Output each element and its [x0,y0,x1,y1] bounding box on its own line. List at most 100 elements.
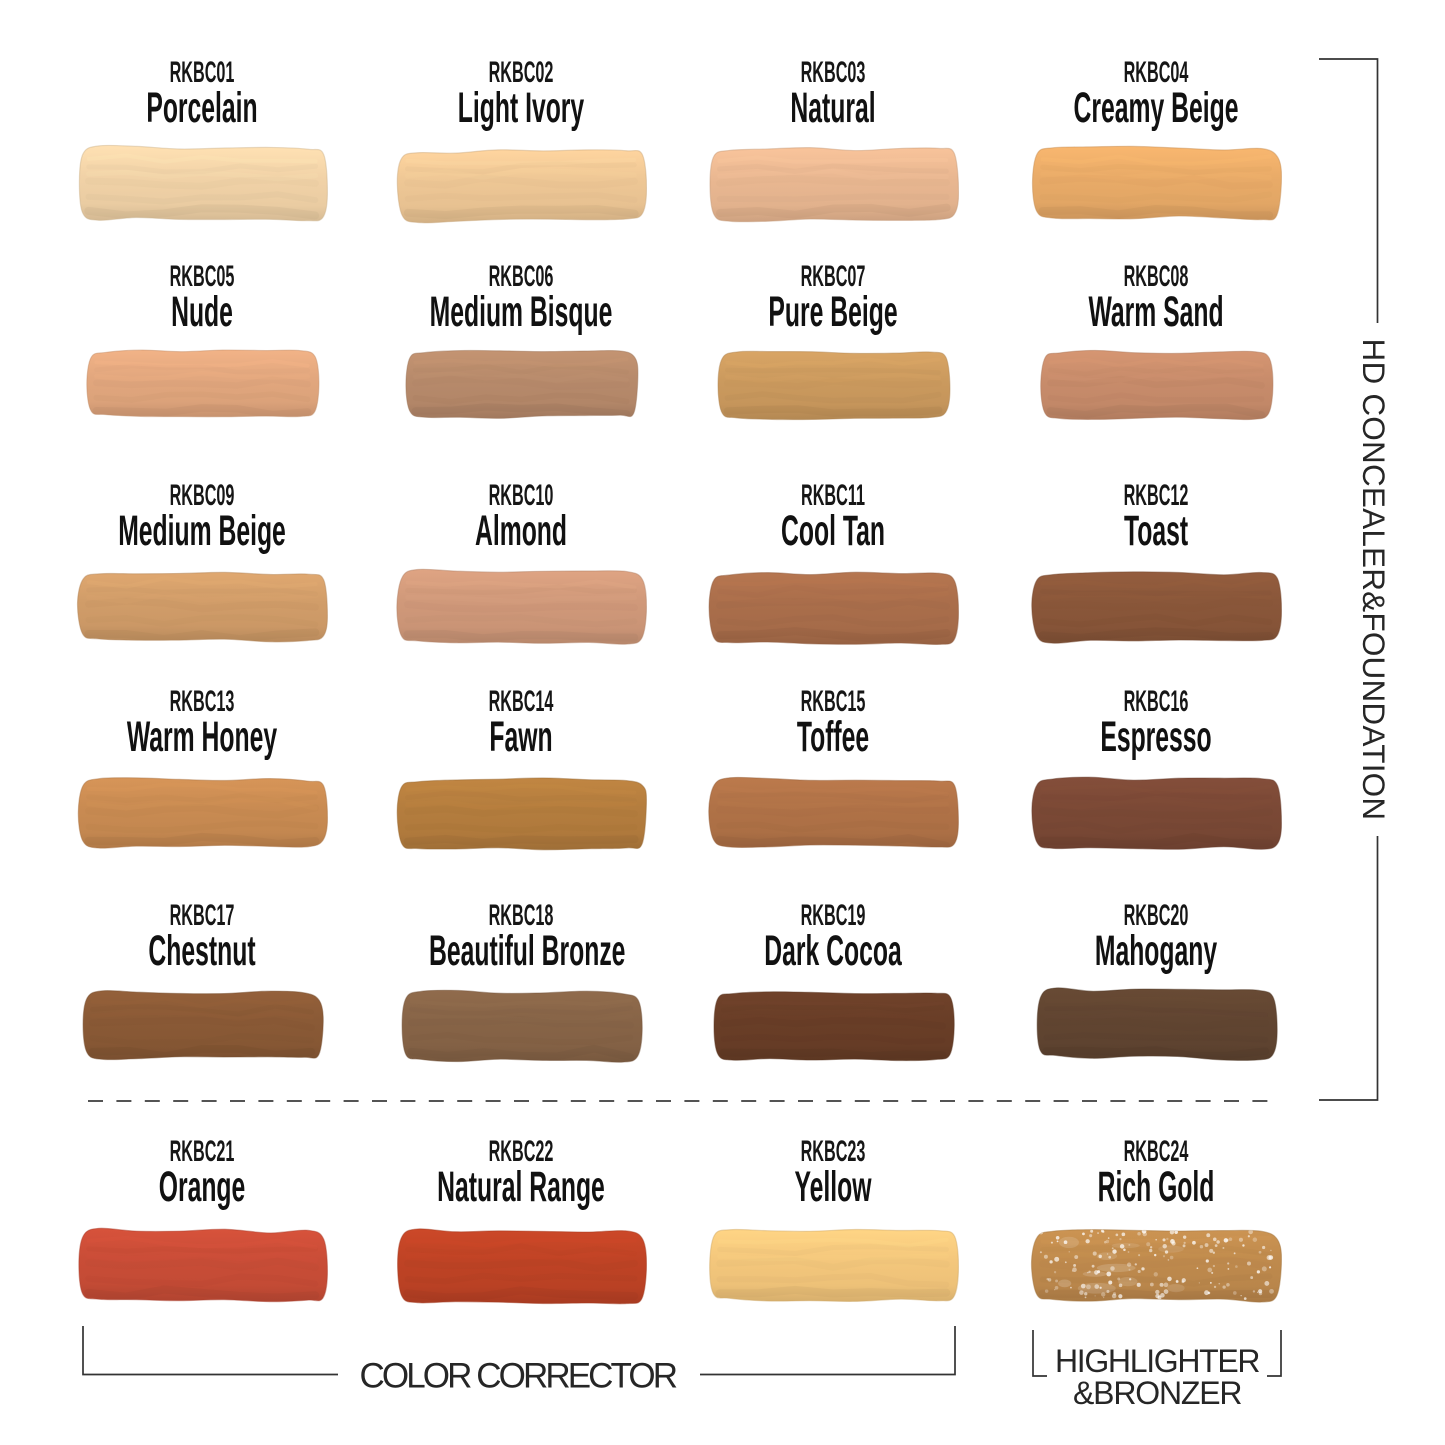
swatch-cell: RKBC03 Natural [673,58,993,233]
shade-code: RKBC14 [488,685,554,719]
swatch-cell: RKBC01 Porcelain [42,58,362,233]
shade-swatch [82,990,324,1061]
shade-code: RKBC23 [800,1135,866,1169]
highlighter-bronzer-bracket [1032,1330,1282,1377]
shade-swatch [397,1228,647,1305]
shade-code: RKBC07 [800,260,866,294]
shade-swatch [396,777,647,851]
shade-code: RKBC22 [488,1135,554,1169]
shade-name: Warm Honey [126,713,278,761]
shade-code: RKBC18 [488,899,554,933]
shade-name: Cool Tan [781,507,885,555]
shade-swatch [396,568,647,645]
shade-name: Creamy Beige [1073,84,1239,132]
shade-name: Natural Range [437,1163,605,1211]
shade-code: RKBC06 [488,260,554,294]
swatch-cell: RKBC08 Warm Sand [996,262,1316,437]
shade-name: Natural [790,84,876,132]
shade-swatch [1036,987,1278,1061]
shade-name: Rich Gold [1097,1163,1215,1211]
swatch-cell: RKBC15 Toffee [673,687,993,862]
swatch-cell: RKBC16 Espresso [996,687,1316,862]
shade-name: Light Ivory [457,84,585,132]
swatch-cell: RKBC24 Rich Gold [996,1137,1316,1312]
swatch-cell: RKBC13 Warm Honey [42,687,362,862]
shade-swatch [709,1228,959,1303]
shade-swatch [708,776,959,850]
swatch-cell: RKBC12 Toast [996,481,1316,656]
swatch-cell: RKBC22 Natural Range [361,1137,681,1312]
shade-name: Mahogany [1094,927,1218,975]
shade-swatch [76,571,328,643]
shade-name: Toffee [796,713,870,761]
shade-code: RKBC21 [169,1135,235,1169]
shade-name: Beautiful Bronze [429,927,626,975]
shade-swatch [1031,145,1282,221]
swatch-cell: RKBC17 Chestnut [42,901,362,1076]
shade-name: Pure Beige [768,288,898,336]
shade-name: Medium Bisque [429,288,613,336]
shade-code: RKBC01 [169,56,235,90]
shade-code: RKBC05 [169,260,235,294]
color-corrector-label: COLOR CORRECTOR [360,1357,679,1396]
swatch-cell: RKBC19 Dark Cocoa [673,901,993,1076]
shade-code: RKBC19 [800,899,866,933]
shade-name: Nude [171,288,233,336]
shade-code: RKBC08 [1123,260,1189,294]
shade-name: Orange [158,1163,246,1211]
swatch-cell: RKBC06 Medium Bisque [361,262,681,437]
shade-code: RKBC09 [169,479,235,513]
shade-code: RKBC13 [169,685,235,719]
side-group-label: HD CONCEALER&FOUNDATION [1356,339,1392,821]
shade-code: RKBC10 [488,479,554,513]
shade-code: RKBC24 [1123,1135,1189,1169]
shade-name: Chestnut [148,927,256,975]
shade-code: RKBC20 [1123,899,1189,933]
shade-code: RKBC15 [800,685,866,719]
shade-name: Espresso [1100,713,1212,761]
shade-swatch [1030,1229,1282,1303]
shade-name: Fawn [489,713,553,761]
shade-name: Yellow [794,1163,872,1211]
color-corrector-bracket [82,1326,956,1376]
shade-swatch [78,1227,328,1303]
shade-code: RKBC04 [1123,56,1189,90]
shade-code: RKBC12 [1123,479,1189,513]
swatch-cell: RKBC10 Almond [361,481,681,656]
shade-code: RKBC11 [801,479,865,513]
shade-swatch [1031,571,1282,644]
highlighter-label-line1: HIGHLIGHTER [1055,1343,1261,1379]
shade-name: Toast [1123,507,1189,555]
shade-swatch [86,349,320,418]
shade-swatch [77,777,328,849]
shade-swatch [396,149,647,224]
swatch-cell: RKBC21 Orange [42,1137,362,1312]
swatch-cell: RKBC14 Fawn [361,687,681,862]
side-bracket [1319,58,1379,1101]
shade-name: Almond [474,507,568,555]
shade-code: RKBC17 [169,899,235,933]
swatch-cell: RKBC18 Beautiful Bronze [361,901,681,1076]
shade-swatch [717,350,951,421]
shade-swatch [709,146,959,223]
shade-swatch [401,989,643,1063]
highlighter-label-line2: &BRONZER [1073,1375,1243,1411]
shade-name: Medium Beige [118,507,286,555]
shade-name: Porcelain [146,84,258,132]
shade-code: RKBC16 [1123,685,1189,719]
swatch-cell: RKBC23 Yellow [673,1137,993,1312]
shade-swatch [405,349,639,419]
shade-code: RKBC02 [488,56,554,90]
shade-swatch [713,991,955,1062]
shade-code: RKBC03 [800,56,866,90]
swatch-cell: RKBC04 Creamy Beige [996,58,1316,233]
swatch-cell: RKBC11 Cool Tan [673,481,993,656]
swatch-cell: RKBC07 Pure Beige [673,262,993,437]
swatch-cell: RKBC05 Nude [42,262,362,437]
shade-swatch [1031,776,1282,850]
swatch-cell: RKBC02 Light Ivory [361,58,681,233]
shade-name: Warm Sand [1088,288,1224,336]
swatch-cell: RKBC09 Medium Beige [42,481,362,656]
